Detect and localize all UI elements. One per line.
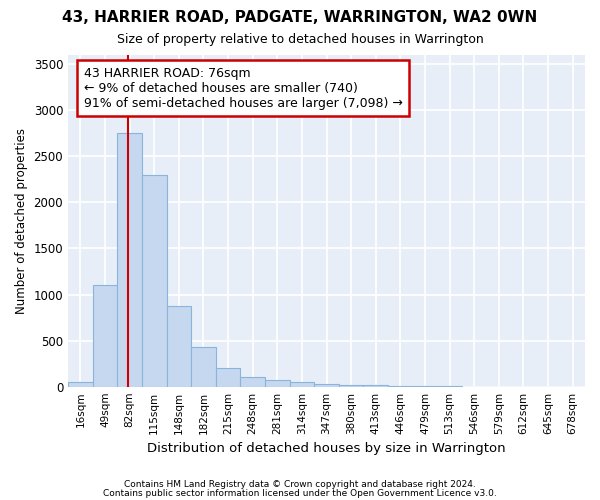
Bar [339, 385, 364, 386]
Bar [117, 134, 142, 386]
Text: 43, HARRIER ROAD, PADGATE, WARRINGTON, WA2 0WN: 43, HARRIER ROAD, PADGATE, WARRINGTON, W… [62, 10, 538, 25]
Bar [241, 376, 265, 386]
Bar [191, 347, 216, 387]
Bar [167, 306, 191, 386]
Bar [314, 384, 339, 386]
Bar [216, 368, 241, 386]
Text: Size of property relative to detached houses in Warrington: Size of property relative to detached ho… [116, 32, 484, 46]
Bar [290, 382, 314, 386]
Y-axis label: Number of detached properties: Number of detached properties [15, 128, 28, 314]
Text: Contains HM Land Registry data © Crown copyright and database right 2024.: Contains HM Land Registry data © Crown c… [124, 480, 476, 489]
Bar [265, 380, 290, 386]
Text: 43 HARRIER ROAD: 76sqm
← 9% of detached houses are smaller (740)
91% of semi-det: 43 HARRIER ROAD: 76sqm ← 9% of detached … [83, 66, 403, 110]
Bar [142, 175, 167, 386]
Bar [68, 382, 92, 386]
Text: Contains public sector information licensed under the Open Government Licence v3: Contains public sector information licen… [103, 488, 497, 498]
X-axis label: Distribution of detached houses by size in Warrington: Distribution of detached houses by size … [147, 442, 506, 455]
Bar [92, 286, 117, 386]
